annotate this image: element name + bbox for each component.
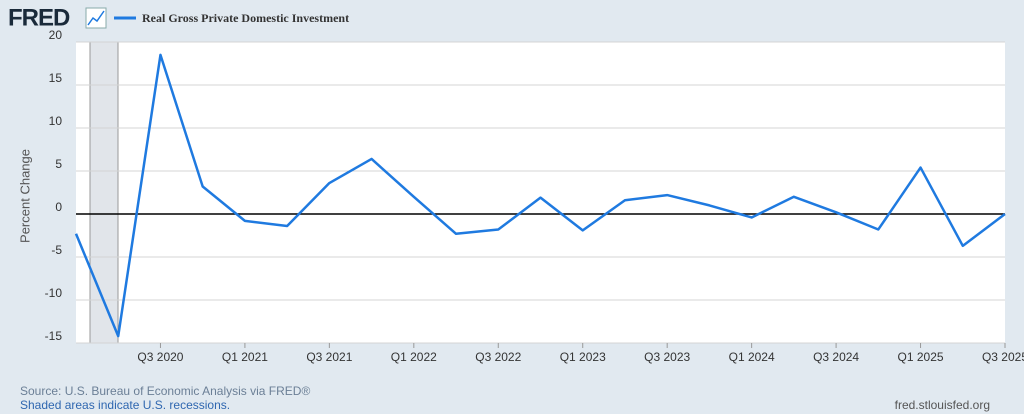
site: fred.stlouisfed.org: [895, 398, 990, 412]
x-tick-label: Q3 2025: [982, 350, 1024, 364]
logo-icon-line: [87, 10, 105, 26]
x-tick-label: Q3 2020: [137, 350, 183, 364]
x-tick-label: Q1 2023: [560, 350, 606, 364]
logo: FRED: [8, 4, 70, 31]
x-tick-label: Q1 2025: [898, 350, 944, 364]
legend-label: Real Gross Private Domestic Investment: [142, 11, 349, 25]
y-tick-label: 5: [55, 157, 62, 171]
x-tick-label: Q3 2023: [644, 350, 690, 364]
logo-icon: [85, 7, 107, 29]
series-line: [74, 53, 1006, 338]
note: Shaded areas indicate U.S. recessions.: [20, 398, 230, 412]
source: Source: U.S. Bureau of Economic Analysis…: [20, 384, 310, 398]
x-tick-label: Q3 2024: [813, 350, 859, 364]
x-tick-label: Q3 2021: [306, 350, 352, 364]
y-tick-label: -15: [45, 329, 63, 343]
plot-area: [76, 42, 1005, 343]
y-tick-label: -5: [51, 243, 62, 257]
y-tick-label: 0: [55, 200, 62, 214]
x-tick-label: Q1 2021: [222, 350, 268, 364]
y-tick-label: 10: [49, 114, 63, 128]
y-tick-label: -10: [45, 286, 63, 300]
y-axis-label: Percent Change: [17, 149, 32, 243]
x-tick-label: Q1 2024: [729, 350, 775, 364]
x-tick-label: Q1 2022: [391, 350, 437, 364]
x-tick-label: Q3 2022: [475, 350, 521, 364]
y-tick-label: 15: [49, 71, 63, 85]
y-tick-label: 20: [49, 28, 63, 42]
recession-shading: [90, 42, 118, 343]
